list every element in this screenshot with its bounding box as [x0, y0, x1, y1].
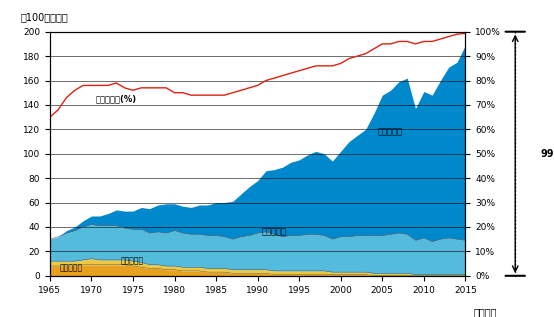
Text: （年度）: （年度） [474, 307, 497, 317]
Text: 輸入炭比率(%): 輸入炭比率(%) [95, 94, 137, 103]
Text: 99.3%: 99.3% [540, 149, 554, 159]
Text: 輸入一般炭: 輸入一般炭 [378, 127, 403, 136]
Text: 国内一般炭: 国内一般炭 [120, 256, 143, 265]
Text: （100万トン）: （100万トン） [21, 12, 69, 22]
Text: 国内原料炭: 国内原料炭 [60, 263, 83, 272]
Text: 輸入原料炭: 輸入原料炭 [261, 227, 287, 236]
